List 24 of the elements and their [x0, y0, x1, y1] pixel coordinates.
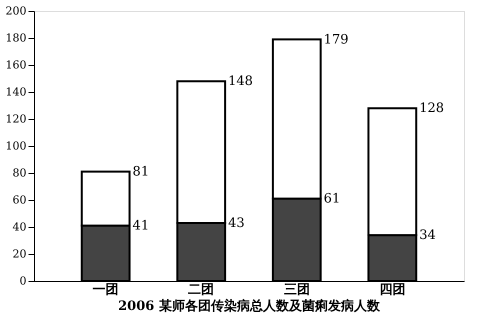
x-tick-label: 一团 — [92, 282, 119, 298]
y-tick-label: 60 — [12, 194, 26, 206]
data-label: 41 — [132, 218, 150, 234]
y-tick-label: 180 — [6, 32, 26, 44]
data-label: 34 — [419, 228, 436, 244]
text: 2006 某师各团传染病总人数及菌痢发病人数 — [118, 298, 381, 314]
y-tick-label: 20 — [12, 248, 26, 260]
y-tick-label: 80 — [12, 166, 26, 180]
y-tick-label: 100 — [6, 140, 26, 152]
x-tick-label: 三团 — [284, 282, 310, 298]
y-tick-label: 40 — [12, 220, 26, 234]
x-tick-label: 二团 — [188, 282, 214, 298]
data-label: 43 — [228, 216, 245, 231]
x-tick-label: 四团 — [379, 282, 406, 298]
total-label: 179 — [324, 32, 348, 48]
y-tick-label: 160 — [6, 58, 26, 72]
total-label: 81 — [132, 164, 150, 180]
y-tick-label: 0 — [20, 274, 26, 288]
y-tick-label: 140 — [6, 86, 26, 98]
total-label: 128 — [419, 101, 444, 116]
total-label: 148 — [228, 74, 253, 90]
y-tick-label: 200 — [6, 4, 26, 18]
y-tick-label: 120 — [6, 112, 26, 126]
data-label: 61 — [324, 192, 340, 207]
